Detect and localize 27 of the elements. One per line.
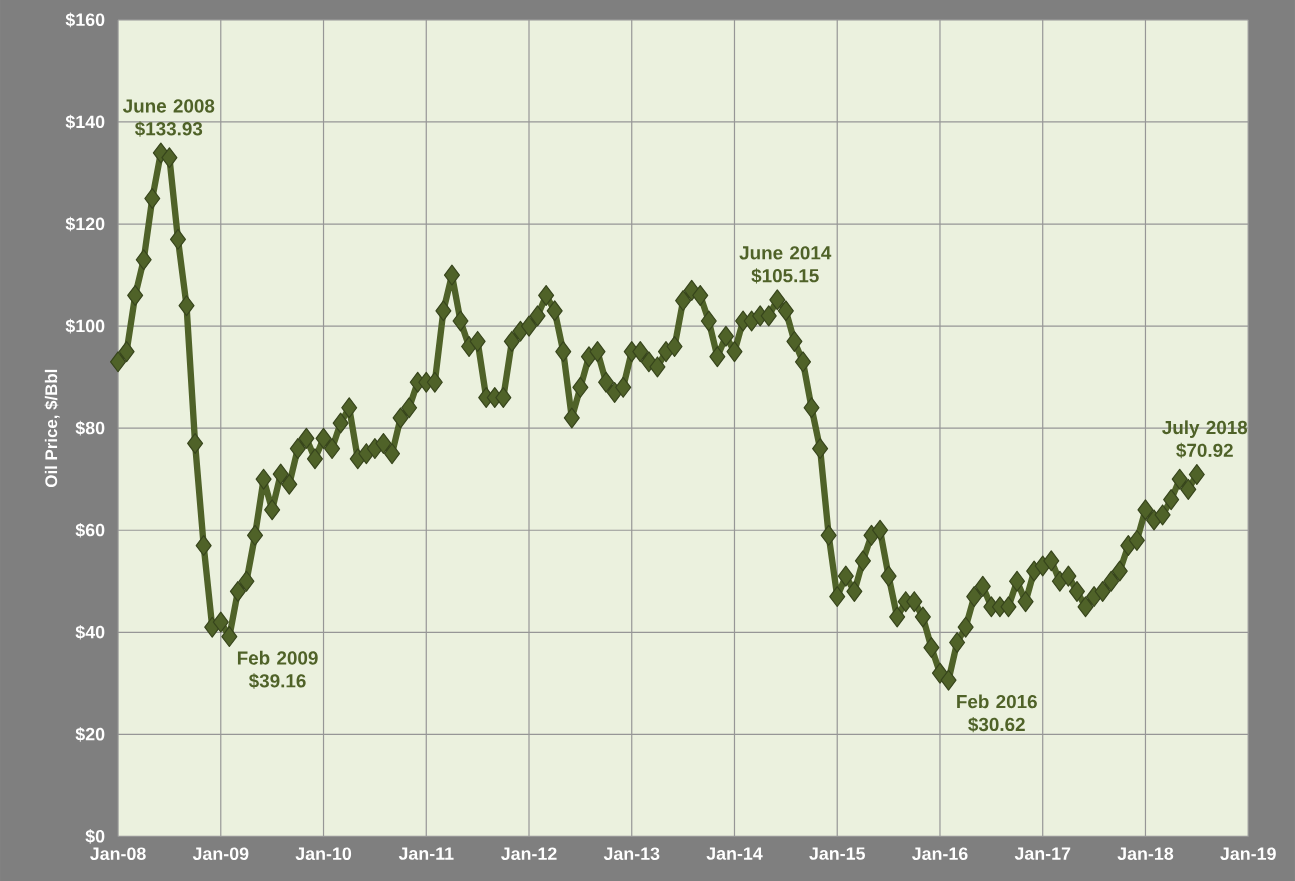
y-tick-label: $60 (75, 522, 105, 538)
x-tick-label: Jan-19 (1220, 847, 1276, 860)
x-tick-label: Jan-18 (1117, 847, 1174, 860)
y-axis-title: Oil Price, $/Bbl (44, 369, 60, 487)
annotation: June 2014 $105.15 (739, 246, 832, 284)
x-tick-label: Jan-16 (911, 847, 968, 860)
y-tick-label: $0 (85, 829, 105, 844)
x-tick-label: Jan-10 (295, 847, 352, 860)
y-tick-label: $40 (75, 624, 105, 640)
y-tick-label: $20 (75, 726, 105, 742)
y-tick-label: $80 (75, 420, 105, 436)
x-tick-label: Jan-09 (192, 847, 249, 860)
annotation: June 2008 $133.93 (122, 99, 215, 137)
y-tick-label: $120 (65, 216, 105, 232)
x-tick-label: Jan-08 (90, 847, 146, 860)
x-tick-label: Jan-11 (398, 847, 454, 860)
x-tick-label: Jan-15 (809, 847, 866, 860)
y-tick-label: $140 (65, 114, 105, 130)
y-tick-label: $100 (65, 318, 105, 334)
annotation: July 2018 $70.92 (1162, 420, 1248, 459)
y-tick-label: $160 (65, 12, 105, 28)
x-tick-label: Jan-12 (501, 847, 557, 860)
annotation: Feb 2016 $30.62 (957, 694, 1037, 733)
x-tick-label: Jan-14 (706, 847, 763, 860)
x-tick-label: Jan-17 (1014, 847, 1071, 860)
x-tick-label: Jan-13 (603, 847, 660, 860)
annotation: Feb 2009 $39.16 (237, 650, 318, 689)
